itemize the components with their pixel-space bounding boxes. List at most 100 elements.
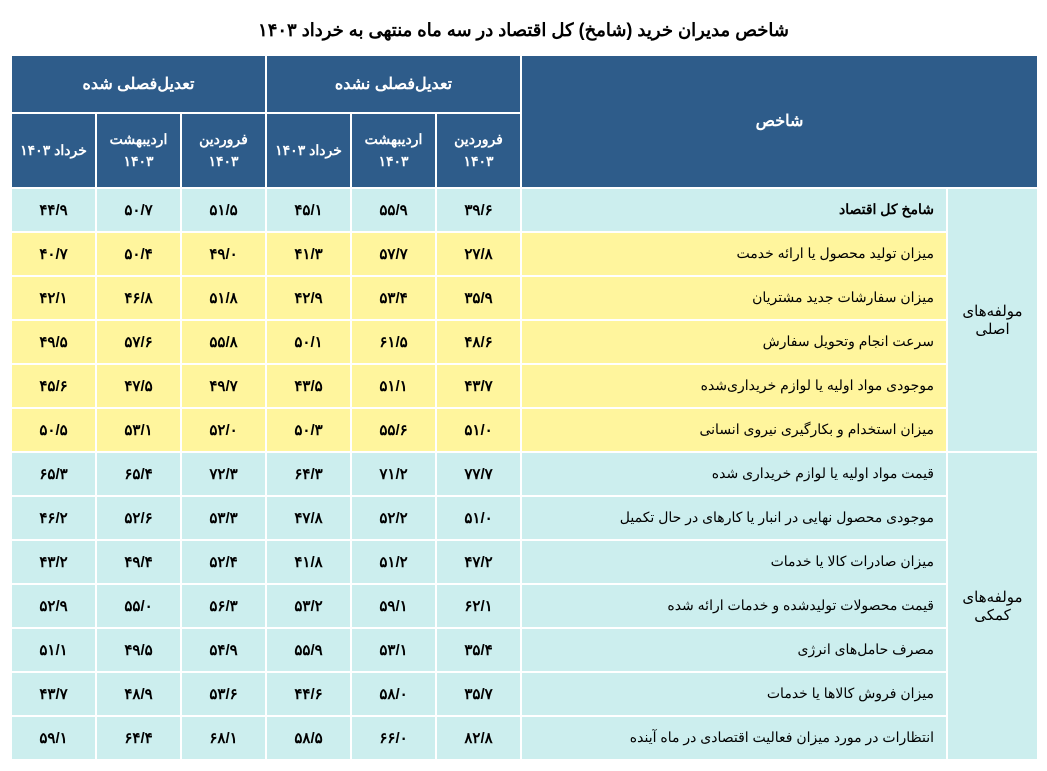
cell: ۵۰/۷	[96, 188, 181, 232]
cell: ۵۳/۱	[351, 628, 436, 672]
header-ua-ordibehesht: اردیبهشت ۱۴۰۳	[351, 113, 436, 188]
cell: ۵۱/۱	[11, 628, 96, 672]
row-label: شامخ کل اقتصاد	[521, 188, 947, 232]
row-label: قیمت مواد اولیه یا لوازم خریداری شده	[521, 452, 947, 496]
cell: ۴۵/۶	[11, 364, 96, 408]
cell: ۴۹/۵	[11, 320, 96, 364]
cell: ۴۸/۶	[436, 320, 521, 364]
cell: ۶۵/۳	[11, 452, 96, 496]
row-label: انتظارات در مورد میزان فعالیت اقتصادی در…	[521, 716, 947, 760]
cell: ۴۱/۸	[266, 540, 351, 584]
cell: ۴۶/۲	[11, 496, 96, 540]
header-a-ordibehesht: اردیبهشت ۱۴۰۳	[96, 113, 181, 188]
cell: ۶۶/۰	[351, 716, 436, 760]
cell: ۵۳/۴	[351, 276, 436, 320]
row-label: میزان فروش کالاها یا خدمات	[521, 672, 947, 716]
cell: ۵۹/۱	[351, 584, 436, 628]
cell: ۴۷/۸	[266, 496, 351, 540]
cell: ۵۳/۳	[181, 496, 266, 540]
cell: ۵۲/۶	[96, 496, 181, 540]
cell: ۵۷/۷	[351, 232, 436, 276]
cell: ۴۳/۲	[11, 540, 96, 584]
row-label: مصرف حامل‌های انرژی	[521, 628, 947, 672]
cell: ۵۴/۹	[181, 628, 266, 672]
cell: ۴۹/۰	[181, 232, 266, 276]
cell: ۴۴/۶	[266, 672, 351, 716]
cell: ۴۳/۵	[266, 364, 351, 408]
table-row: قیمت محصولات تولیدشده و خدمات ارائه شده …	[11, 584, 1037, 628]
table-row: میزان صادرات کالا یا خدمات ۴۷/۲ ۵۱/۲ ۴۱/…	[11, 540, 1037, 584]
table-row: میزان استخدام و بکارگیری نیروی انسانی ۵۱…	[11, 408, 1037, 452]
cell: ۸۲/۸	[436, 716, 521, 760]
cell: ۵۳/۱	[96, 408, 181, 452]
table-row: موجودی مواد اولیه یا لوازم خریداری‌شده ۴…	[11, 364, 1037, 408]
cell: ۴۳/۷	[11, 672, 96, 716]
row-label: میزان سفارشات جدید مشتریان	[521, 276, 947, 320]
cell: ۵۵/۰	[96, 584, 181, 628]
row-label: موجودی محصول نهایی در انبار یا کارهای در…	[521, 496, 947, 540]
cell: ۵۶/۳	[181, 584, 266, 628]
cell: ۴۶/۸	[96, 276, 181, 320]
row-label: سرعت انجام وتحویل سفارش	[521, 320, 947, 364]
cell: ۷۱/۲	[351, 452, 436, 496]
header-a-khordad: خرداد ۱۴۰۳	[11, 113, 96, 188]
cell: ۵۱/۰	[436, 408, 521, 452]
row-label: میزان تولید محصول یا ارائه خدمت	[521, 232, 947, 276]
cell: ۵۰/۵	[11, 408, 96, 452]
cell: ۵۲/۹	[11, 584, 96, 628]
header-unadjusted: تعدیل‌فصلی نشده	[266, 56, 521, 113]
table-row: انتظارات در مورد میزان فعالیت اقتصادی در…	[11, 716, 1037, 760]
cell: ۵۰/۴	[96, 232, 181, 276]
pmi-table: شاخص تعدیل‌فصلی نشده تعدیل‌فصلی شده فرور…	[10, 56, 1037, 761]
table-row: میزان فروش کالاها یا خدمات ۳۵/۷ ۵۸/۰ ۴۴/…	[11, 672, 1037, 716]
row-label: موجودی مواد اولیه یا لوازم خریداری‌شده	[521, 364, 947, 408]
cell: ۴۷/۵	[96, 364, 181, 408]
header-a-farvardin: فروردین ۱۴۰۳	[181, 113, 266, 188]
header-ua-farvardin: فروردین ۱۴۰۳	[436, 113, 521, 188]
cell: ۳۵/۴	[436, 628, 521, 672]
cell: ۵۵/۹	[266, 628, 351, 672]
cell: ۶۵/۴	[96, 452, 181, 496]
cell: ۳۹/۶	[436, 188, 521, 232]
cell: ۵۵/۹	[351, 188, 436, 232]
cell: ۳۵/۹	[436, 276, 521, 320]
table-row: میزان سفارشات جدید مشتریان ۳۵/۹ ۵۳/۴ ۴۲/…	[11, 276, 1037, 320]
cell: ۴۵/۱	[266, 188, 351, 232]
cell: ۳۵/۷	[436, 672, 521, 716]
cell: ۵۲/۲	[351, 496, 436, 540]
cell: ۵۱/۲	[351, 540, 436, 584]
cell: ۴۹/۷	[181, 364, 266, 408]
cell: ۴۷/۲	[436, 540, 521, 584]
cell: ۴۰/۷	[11, 232, 96, 276]
cell: ۶۱/۵	[351, 320, 436, 364]
cell: ۷۲/۳	[181, 452, 266, 496]
row-label: قیمت محصولات تولیدشده و خدمات ارائه شده	[521, 584, 947, 628]
table-row: مولفه‌های کمکی قیمت مواد اولیه یا لوازم …	[11, 452, 1037, 496]
cell: ۴۸/۹	[96, 672, 181, 716]
cell: ۵۵/۶	[351, 408, 436, 452]
cell: ۶۲/۱	[436, 584, 521, 628]
cell: ۵۸/۵	[266, 716, 351, 760]
cell: ۵۸/۰	[351, 672, 436, 716]
row-label: میزان صادرات کالا یا خدمات	[521, 540, 947, 584]
cell: ۶۴/۴	[96, 716, 181, 760]
table-title: شاخص مدیران خرید (شامخ) کل اقتصاد در سه …	[10, 10, 1037, 56]
cell: ۵۱/۵	[181, 188, 266, 232]
table-row: مصرف حامل‌های انرژی ۳۵/۴ ۵۳/۱ ۵۵/۹ ۵۴/۹ …	[11, 628, 1037, 672]
cell: ۵۵/۸	[181, 320, 266, 364]
cell: ۴۹/۵	[96, 628, 181, 672]
cell: ۴۳/۷	[436, 364, 521, 408]
section-main: مولفه‌های اصلی	[947, 188, 1037, 452]
cell: ۴۲/۹	[266, 276, 351, 320]
table-row: میزان تولید محصول یا ارائه خدمت ۲۷/۸ ۵۷/…	[11, 232, 1037, 276]
cell: ۷۷/۷	[436, 452, 521, 496]
cell: ۴۹/۴	[96, 540, 181, 584]
cell: ۵۱/۰	[436, 496, 521, 540]
cell: ۶۸/۱	[181, 716, 266, 760]
row-label: میزان استخدام و بکارگیری نیروی انسانی	[521, 408, 947, 452]
cell: ۵۳/۲	[266, 584, 351, 628]
cell: ۵۰/۱	[266, 320, 351, 364]
header-adjusted: تعدیل‌فصلی شده	[11, 56, 266, 113]
table-row: سرعت انجام وتحویل سفارش ۴۸/۶ ۶۱/۵ ۵۰/۱ ۵…	[11, 320, 1037, 364]
cell: ۴۲/۱	[11, 276, 96, 320]
